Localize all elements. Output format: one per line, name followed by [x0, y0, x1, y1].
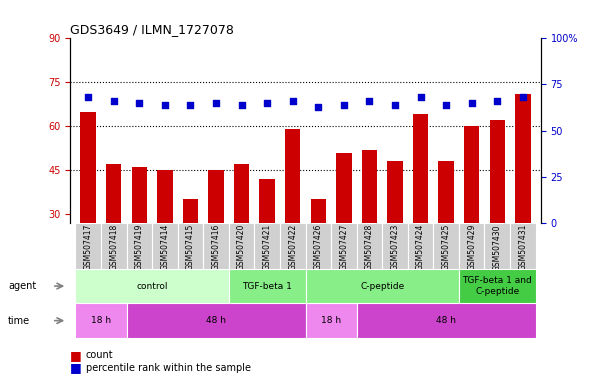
Bar	[126, 223, 152, 269]
Point	[339, 102, 349, 108]
Text: control: control	[136, 281, 168, 291]
Text: percentile rank within the sample: percentile rank within the sample	[86, 363, 251, 373]
Bar	[306, 303, 357, 338]
Text: time: time	[8, 316, 30, 326]
Text: 48 h: 48 h	[206, 316, 226, 325]
Point	[492, 98, 502, 104]
Bar	[157, 170, 172, 302]
Bar	[331, 223, 357, 269]
Text: ■: ■	[70, 361, 82, 374]
Text: TGF-beta 1: TGF-beta 1	[242, 281, 292, 291]
Point	[518, 94, 528, 101]
Bar	[280, 223, 306, 269]
Bar	[459, 269, 536, 303]
Bar	[254, 223, 280, 269]
Bar	[485, 223, 510, 269]
Point	[365, 98, 375, 104]
Point	[415, 94, 425, 101]
Text: GSM507429: GSM507429	[467, 224, 476, 270]
Bar	[75, 303, 126, 338]
Text: 18 h: 18 h	[321, 316, 341, 325]
Point	[186, 102, 196, 108]
Bar	[413, 114, 428, 302]
Point	[441, 102, 451, 108]
Text: GSM507426: GSM507426	[314, 224, 323, 270]
Bar	[464, 126, 480, 302]
Point	[262, 100, 272, 106]
Bar	[106, 164, 122, 302]
Text: GSM507422: GSM507422	[288, 224, 297, 270]
Text: 48 h: 48 h	[436, 316, 456, 325]
Point	[390, 102, 400, 108]
Point	[109, 98, 119, 104]
Point	[134, 100, 144, 106]
Bar	[126, 303, 306, 338]
Bar	[183, 199, 198, 302]
Text: count: count	[86, 350, 113, 360]
Bar	[75, 223, 101, 269]
Text: GSM507420: GSM507420	[237, 224, 246, 270]
Text: GSM507430: GSM507430	[492, 224, 502, 271]
Bar	[439, 161, 454, 302]
Text: ■: ■	[70, 349, 82, 362]
Text: GSM507417: GSM507417	[84, 224, 93, 270]
Bar	[208, 170, 224, 302]
Bar	[362, 150, 377, 302]
Bar	[131, 167, 147, 302]
Bar	[310, 199, 326, 302]
Text: 18 h: 18 h	[91, 316, 111, 325]
Bar	[489, 120, 505, 302]
Bar	[75, 269, 229, 303]
Text: GSM507427: GSM507427	[339, 224, 348, 270]
Point	[236, 102, 246, 108]
Point	[313, 104, 323, 110]
Point	[83, 94, 93, 101]
Bar	[234, 164, 249, 302]
Bar	[229, 223, 254, 269]
Bar	[382, 223, 408, 269]
Text: GSM507416: GSM507416	[211, 224, 221, 270]
Text: GSM507424: GSM507424	[416, 224, 425, 270]
Bar	[178, 223, 203, 269]
Text: GSM507418: GSM507418	[109, 224, 119, 270]
Bar	[260, 179, 275, 302]
Bar	[459, 223, 485, 269]
Point	[160, 102, 170, 108]
Point	[211, 100, 221, 106]
Point	[288, 98, 298, 104]
Text: agent: agent	[8, 281, 36, 291]
Text: GSM507419: GSM507419	[135, 224, 144, 270]
Bar	[433, 223, 459, 269]
Text: GSM507428: GSM507428	[365, 224, 374, 270]
Bar	[152, 223, 178, 269]
Bar	[357, 223, 382, 269]
Bar	[515, 94, 530, 302]
Bar	[306, 269, 459, 303]
Bar	[510, 223, 536, 269]
Bar	[357, 303, 536, 338]
Text: GSM507421: GSM507421	[263, 224, 272, 270]
Text: GSM507431: GSM507431	[518, 224, 527, 270]
Bar	[336, 152, 351, 302]
Bar	[81, 111, 96, 302]
Bar	[203, 223, 229, 269]
Text: GDS3649 / ILMN_1727078: GDS3649 / ILMN_1727078	[70, 23, 234, 36]
Bar	[285, 129, 301, 302]
Text: TGF-beta 1 and
C-peptide: TGF-beta 1 and C-peptide	[463, 276, 532, 296]
Bar	[306, 223, 331, 269]
Text: GSM507414: GSM507414	[160, 224, 169, 270]
Point	[467, 100, 477, 106]
Text: GSM507425: GSM507425	[442, 224, 451, 270]
Text: C-peptide: C-peptide	[360, 281, 404, 291]
Bar	[229, 269, 306, 303]
Text: GSM507415: GSM507415	[186, 224, 195, 270]
Text: GSM507423: GSM507423	[390, 224, 400, 270]
Bar	[408, 223, 433, 269]
Bar	[387, 161, 403, 302]
Bar	[101, 223, 126, 269]
